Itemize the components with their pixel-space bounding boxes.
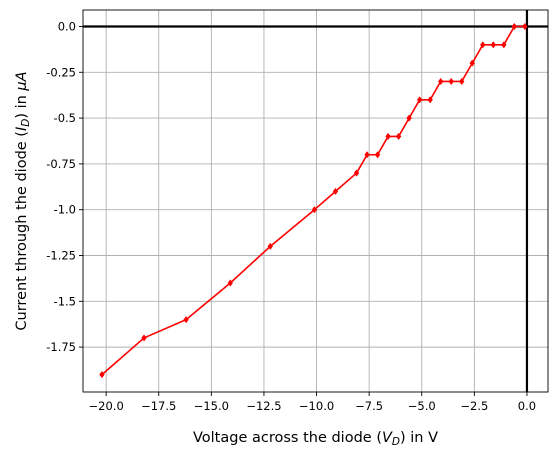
plot-frame: [82, 9, 549, 393]
data-point: [490, 41, 497, 49]
x-tick-label: −20.0: [89, 399, 124, 413]
data-point: [267, 242, 273, 250]
y-axis-label-sub: D: [20, 119, 32, 127]
data-point: [227, 279, 233, 287]
y-axis-label: Current through the diode (ID) in μA: [14, 71, 32, 330]
y-tick-label: -1.0: [54, 203, 76, 217]
data-point: [469, 59, 475, 67]
x-tick-label: −17.5: [141, 399, 176, 413]
data-point: [480, 41, 486, 49]
data-point: [459, 77, 465, 86]
data-point: [311, 206, 318, 214]
x-axis-label-sub: D: [392, 436, 400, 448]
y-axis: 0.0 -0.25 -0.5 -0.75 -1.0 -1.25 -1.5 -1.75: [46, 19, 83, 354]
y-axis-label-prefix: Current through the diode (: [14, 131, 30, 331]
data-point: [364, 151, 370, 159]
reference-lines: [83, 10, 548, 392]
y-tick-label: 0.0: [58, 19, 76, 33]
data-point: [448, 77, 454, 86]
data-point: [511, 22, 518, 31]
x-axis: −20.0 −17.5 −15.0 −12.5 −10.0 −7.5 −5.0 −2.5 0.0: [89, 392, 536, 413]
x-tick-label: 0.0: [518, 399, 536, 413]
data-point: [427, 96, 433, 104]
x-tick-label: −7.5: [355, 399, 383, 413]
data-point: [437, 77, 444, 86]
y-axis-label-unit-greek: μ: [14, 81, 30, 91]
y-tick-label: -1.75: [46, 340, 76, 354]
data-point: [416, 96, 423, 104]
x-tick-label: −2.5: [460, 399, 488, 413]
x-tick-label: −5.0: [408, 399, 436, 413]
data-point: [385, 132, 391, 141]
data-point: [332, 187, 339, 195]
data-point: [522, 22, 528, 31]
y-tick-label: -0.75: [46, 157, 76, 171]
y-axis-label-mid: ) in: [14, 91, 30, 119]
y-tick-label: -0.25: [46, 65, 76, 79]
y-axis-label-unit-var: A: [14, 71, 30, 82]
data-point: [353, 169, 360, 177]
y-tick-label: -1.5: [54, 294, 76, 308]
x-axis-label-suffix: ) in V: [400, 430, 438, 446]
data-point: [395, 132, 402, 141]
x-axis-label-var: V: [382, 430, 393, 446]
x-axis-label: Voltage across the diode (VD) in V: [193, 430, 438, 448]
x-tick-label: −12.5: [246, 399, 281, 413]
data-point: [183, 316, 189, 324]
series-layer: [99, 22, 528, 379]
data-point: [141, 334, 147, 342]
x-axis-label-prefix: Voltage across the diode (: [193, 430, 382, 446]
data-point: [501, 41, 507, 49]
y-tick-label: -0.5: [54, 111, 76, 125]
data-point: [374, 151, 381, 159]
y-tick-label: -1.25: [46, 249, 76, 263]
y-axis-label-var: I: [14, 127, 30, 131]
data-point: [99, 370, 105, 379]
data-point: [406, 114, 412, 122]
x-tick-label: −10.0: [299, 399, 334, 413]
x-tick-label: −15.0: [194, 399, 229, 413]
